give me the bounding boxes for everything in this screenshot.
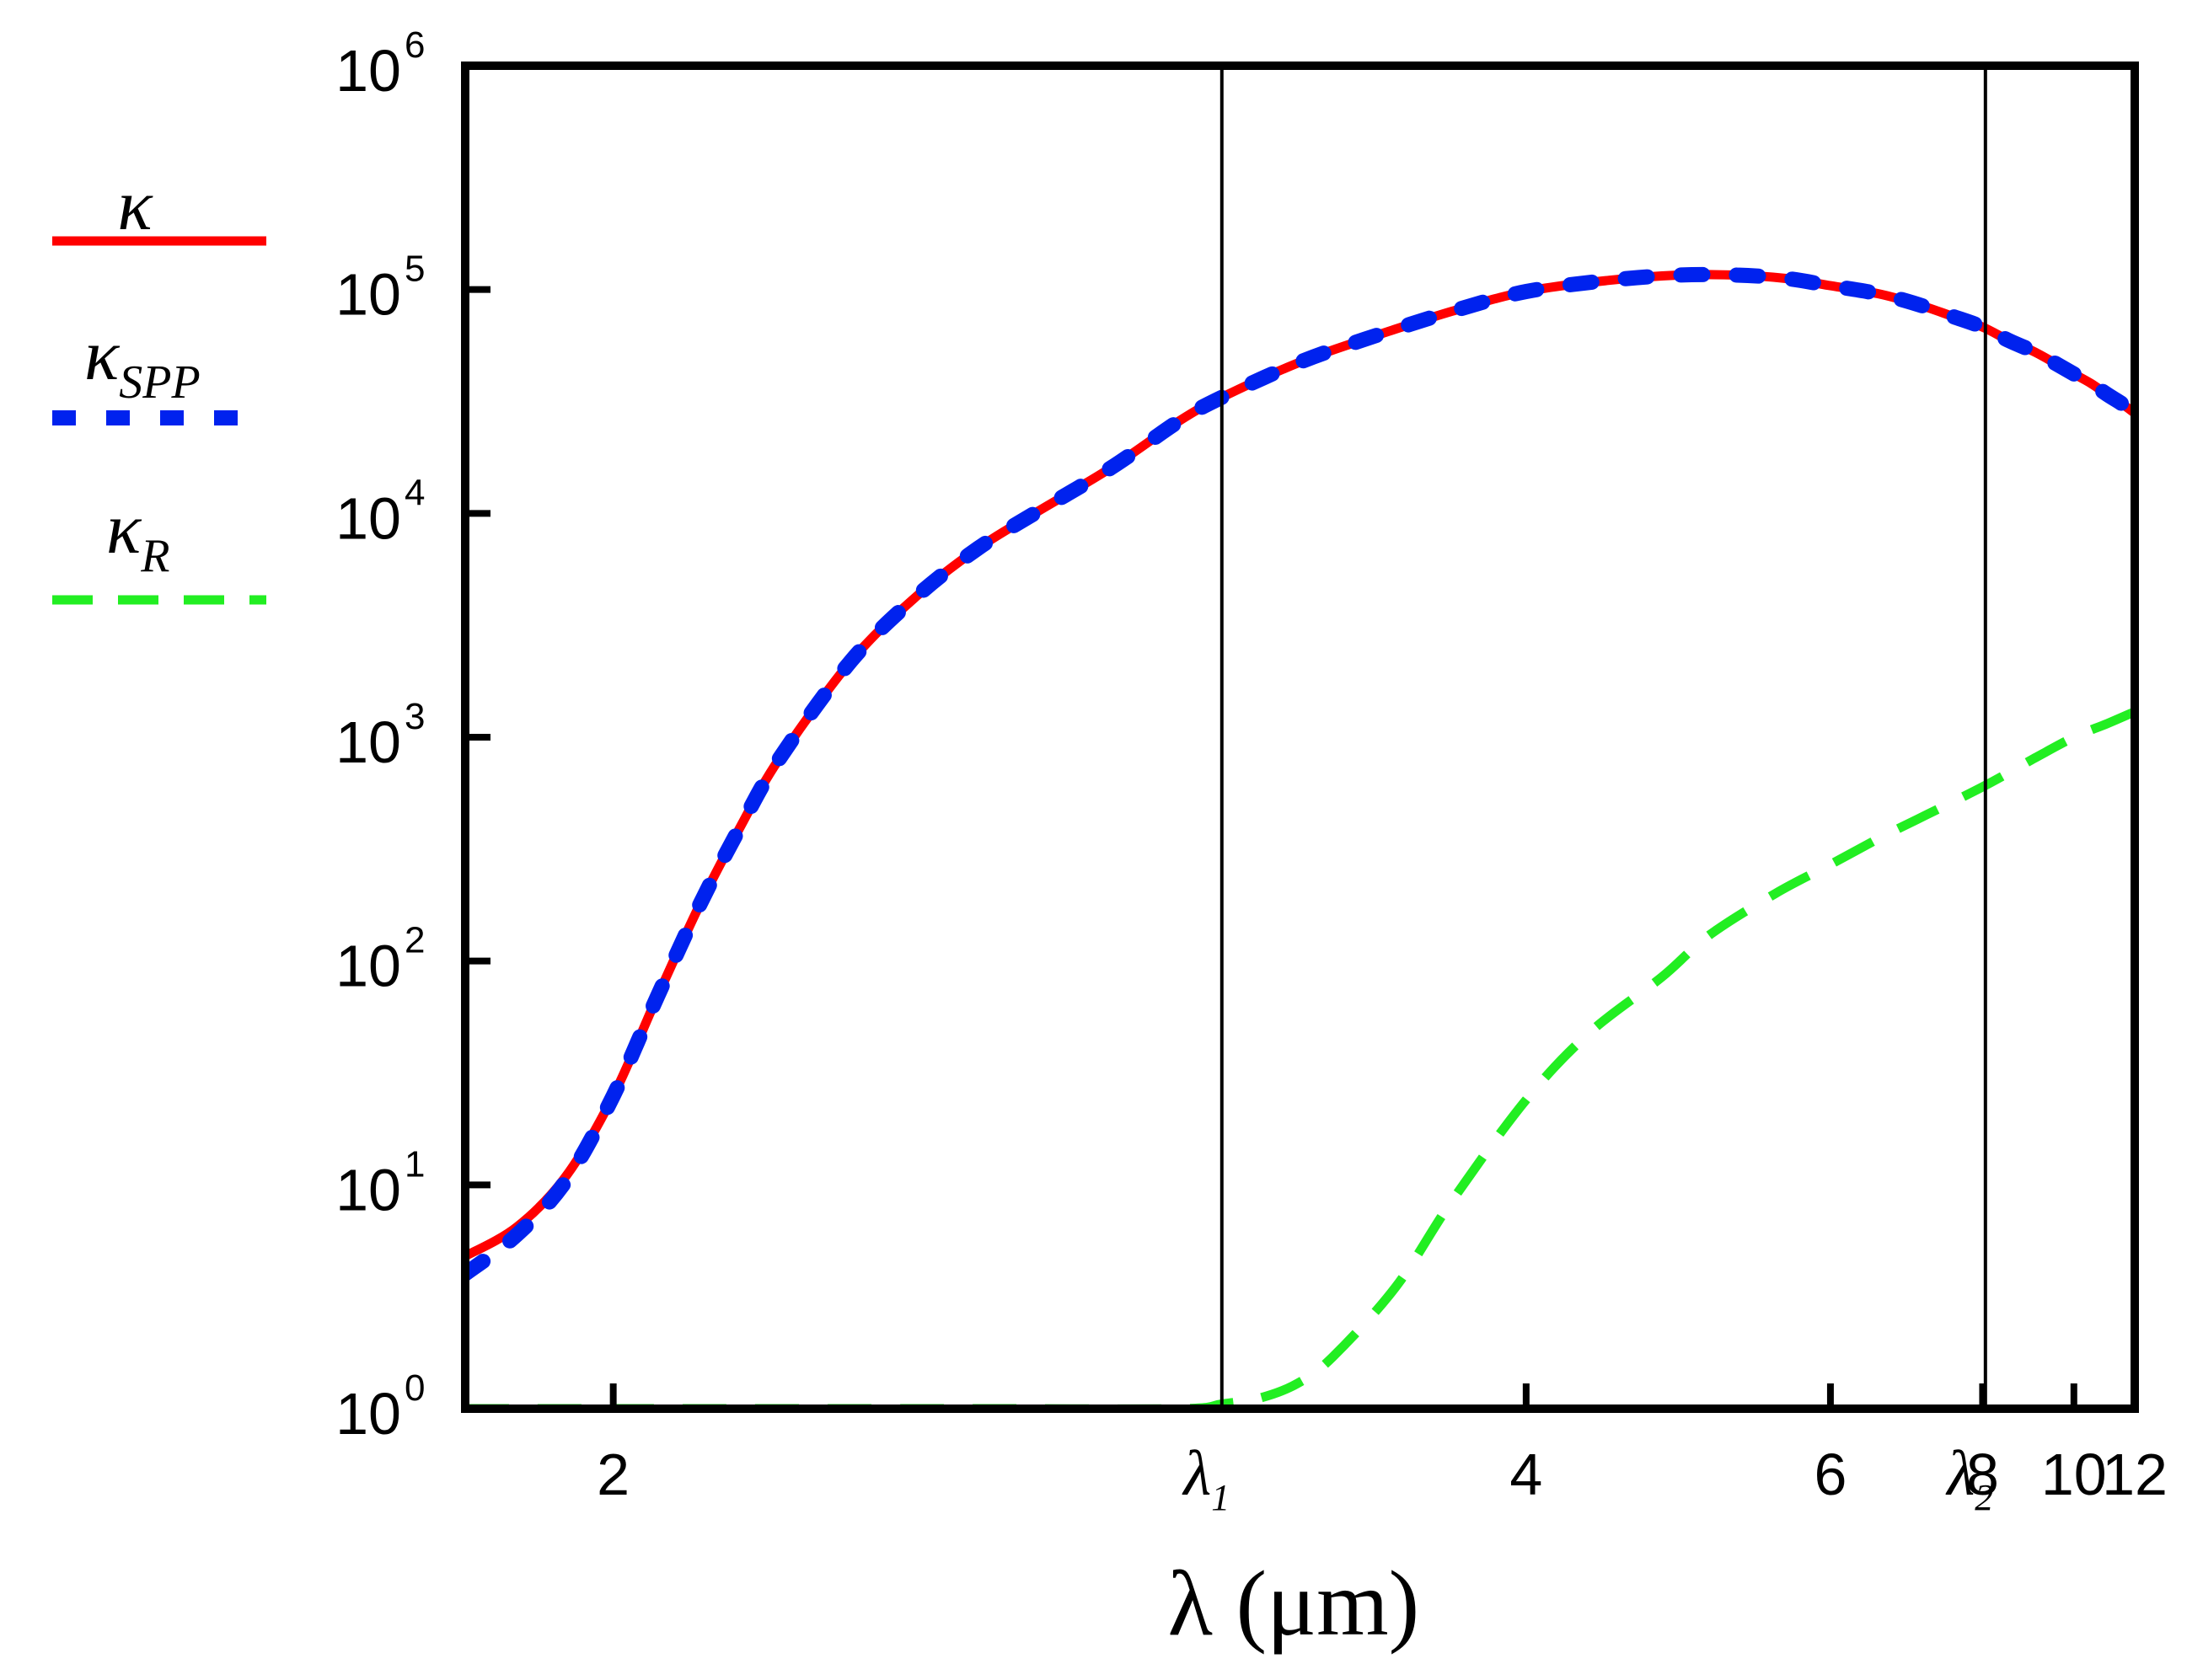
- y-tick-exponent: 1: [405, 1143, 425, 1185]
- y-tick-label: 10: [335, 262, 401, 328]
- y-tick-label: 10: [335, 934, 401, 999]
- series-line-dashed: [465, 707, 2135, 1409]
- x-tick-label-lambda-1: λ1: [1182, 1438, 1230, 1518]
- x-tick-label: 12: [2102, 1442, 2168, 1507]
- series-line-dotted: [465, 266, 2135, 1282]
- y-tick-exponent: 2: [405, 920, 425, 961]
- y-tick-exponent: 6: [405, 24, 425, 66]
- legend-label-kappa: κ: [117, 164, 153, 245]
- x-axis-label: λ (μm): [1168, 1552, 1420, 1655]
- x-tick-label: 4: [1509, 1442, 1542, 1507]
- legend: κ κSPP κR: [52, 164, 266, 605]
- legend-label-kappa-r: κR: [106, 488, 170, 582]
- y-tick-exponent: 4: [405, 472, 425, 513]
- y-tick-exponent: 5: [405, 249, 425, 290]
- y-tick-label: 10: [335, 1157, 401, 1223]
- y-tick-label: 10: [335, 485, 401, 551]
- x-tick-label: 10: [2041, 1442, 2107, 1507]
- series-line-solid: [465, 270, 2135, 1261]
- y-tick-label: 10: [335, 709, 401, 775]
- y-tick-exponent: 0: [405, 1367, 425, 1409]
- x-tick-label: 6: [1814, 1442, 1847, 1507]
- legend-label-kappa-spp: κSPP: [84, 314, 201, 409]
- y-tick-label: 10: [335, 38, 401, 104]
- plot-frame: [461, 62, 2139, 1413]
- x-tick-label: 8: [1966, 1442, 1999, 1507]
- y-tick-label: 10: [335, 1381, 401, 1447]
- y-tick-exponent: 3: [405, 696, 425, 737]
- x-tick-label: 2: [597, 1442, 630, 1507]
